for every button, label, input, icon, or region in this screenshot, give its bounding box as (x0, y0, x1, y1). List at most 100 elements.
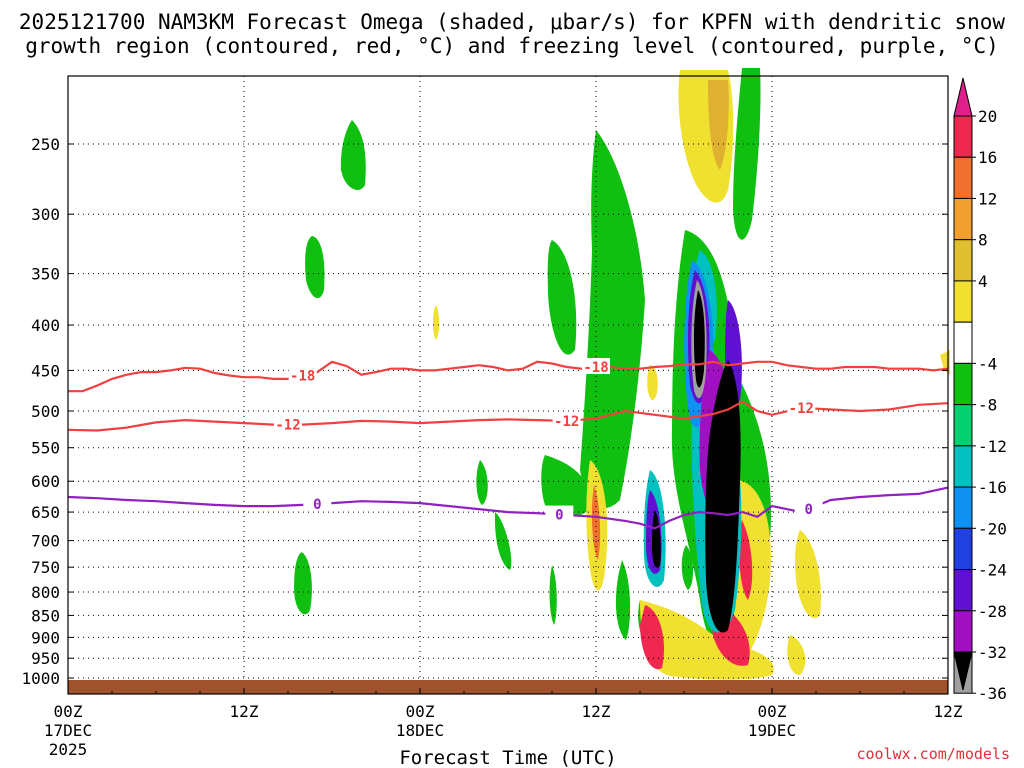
dgz-bottom-minus-12-label: -12 (275, 418, 300, 434)
x-tick-label: 00Z (406, 702, 435, 721)
y-tick-label: 650 (31, 503, 60, 522)
colorbar-swatch (953, 404, 973, 447)
y-tick-label: 850 (31, 606, 60, 625)
omega-shade-green-11 (681, 545, 694, 590)
omega-shade-black-3 (652, 510, 661, 568)
y-tick-label: 900 (31, 628, 60, 647)
dgz-top-minus-18-label: -18 (290, 369, 315, 385)
colorbar-label: 8 (978, 231, 988, 250)
omega-shade-green-2 (305, 236, 325, 299)
y-tick-label: 1000 (21, 669, 60, 688)
omega-shade-yellow-7 (647, 365, 658, 400)
dgz-bottom-minus-12-label: -12 (554, 414, 579, 430)
omega-shade-green-10 (615, 560, 631, 640)
colorbar-label: 4 (978, 272, 988, 291)
freezing-level-0-label: 0 (804, 502, 812, 518)
y-tick-label: 600 (31, 472, 60, 491)
colorbar-label: -4 (978, 354, 997, 373)
x-tick-label: 12Z (582, 702, 611, 721)
freezing-level-0-label: 0 (555, 508, 563, 524)
freezing-level-0-label-bg (794, 500, 823, 517)
freezing-level-0-label-bg (303, 494, 332, 511)
y-tick-label: 250 (31, 135, 60, 154)
colorbar-swatch (953, 115, 973, 158)
y-tick-label: 350 (31, 265, 60, 284)
colorbar-swatch (953, 156, 973, 199)
y-tick-label: 550 (31, 439, 60, 458)
colorbar-swatch (953, 610, 973, 653)
colorbar-label: -20 (978, 519, 1007, 538)
dgz-top-minus-18-line (68, 360, 949, 393)
x-tick-label: 12Z (934, 702, 963, 721)
y-tick-label: 450 (31, 361, 60, 380)
colorbar-top-arrow (953, 77, 973, 117)
omega-shade-black-2 (705, 360, 741, 633)
colorbar-label: 12 (978, 189, 997, 208)
dgz-top-minus-18-label: -18 (583, 360, 608, 376)
colorbar-label: -16 (978, 478, 1007, 497)
x-tick-label: 12Z (230, 702, 259, 721)
x-tick-label: 00Z (54, 702, 83, 721)
colorbar-swatch (953, 362, 973, 406)
colorbar-swatch (953, 239, 973, 282)
y-tick-label: 950 (31, 649, 60, 668)
contour-lines: -18 -18 -12 -12 -12 0 0 0 (67, 357, 949, 530)
freezing-level-0-label: 0 (313, 497, 321, 513)
omega-shading (294, 68, 970, 680)
dgz-bottom-minus-12-label-bg (787, 398, 816, 415)
omega-shade-green-9 (549, 565, 557, 625)
y-tick-label: 800 (31, 583, 60, 602)
colorbar-label: -28 (978, 602, 1007, 621)
colorbar-label: -32 (978, 643, 1007, 662)
colorbar-swatch (953, 197, 973, 241)
omega-shade-yellow-3 (795, 530, 821, 619)
freezing-level-0-line (67, 486, 949, 530)
colorbar-swatch (953, 569, 973, 612)
y-axis: 250 300 350 400 450 500 550 600 650 700 750 800 850 9… (21, 135, 948, 688)
omega-shade-yellow-8 (433, 305, 439, 340)
colorbar-swatch (953, 280, 973, 323)
x-tick-date-label: 18DEC (396, 721, 444, 740)
omega-shade-green-13 (733, 68, 761, 240)
colorbar-label: -12 (978, 437, 1007, 456)
omega-shade-pink-1 (640, 605, 665, 670)
omega-shade-orange-1 (591, 485, 601, 560)
colorbar-label: -36 (978, 684, 1007, 703)
y-tick-label: 700 (31, 532, 60, 551)
colorbar-swatch (953, 445, 973, 488)
colorbar-bottom-arrow (953, 651, 973, 691)
colorbar-swatch (953, 486, 973, 529)
colorbar-label: 20 (978, 107, 997, 126)
y-tick-label: 500 (31, 402, 60, 421)
freezing-level-0-label-bg (545, 505, 574, 522)
omega-shade-green-4 (547, 240, 577, 355)
omega-shade-green-6 (541, 455, 592, 517)
terrain-ground (68, 680, 948, 694)
omega-shade-pink-3 (739, 520, 753, 600)
omega-shade-green-1 (340, 120, 366, 190)
colorbar-swatch (953, 321, 973, 364)
colorbar-label: -8 (978, 396, 997, 415)
watermark: coolwx.com/models (856, 745, 1010, 763)
x-tick-date-label: 19DEC (748, 721, 796, 740)
chart-title-line-1: 2025121700 NAM3KM Forecast Omega (shaded… (18, 10, 1006, 34)
colorbar-swatch (953, 527, 973, 571)
omega-shade-gold-1 (708, 80, 729, 170)
omega-shade-yellow-4 (787, 635, 806, 675)
colorbar-label: 16 (978, 148, 997, 167)
x-tick-label: 00Z (758, 702, 787, 721)
omega-shade-green-7 (476, 460, 488, 505)
x-tick-year-label: 2025 (49, 740, 88, 759)
x-tick-date-label: 17DEC (44, 721, 92, 740)
colorbar: 20 16 12 8 4 -4 -8 -12 -16 -20 -24 -28 -32 -36 (953, 77, 1007, 703)
x-axis-title: Forecast Time (UTC) (399, 747, 616, 768)
y-tick-label: 300 (31, 205, 60, 224)
y-tick-label: 400 (31, 316, 60, 335)
chart-title-line-2: growth region (contoured, red, °C) and f… (25, 34, 999, 58)
dgz-bottom-minus-12-label-bg (274, 415, 302, 432)
dgz-bottom-minus-12-label-bg (552, 411, 581, 428)
dgz-top-minus-18-label-bg (582, 357, 610, 374)
dgz-top-minus-18-label-bg (288, 366, 317, 383)
